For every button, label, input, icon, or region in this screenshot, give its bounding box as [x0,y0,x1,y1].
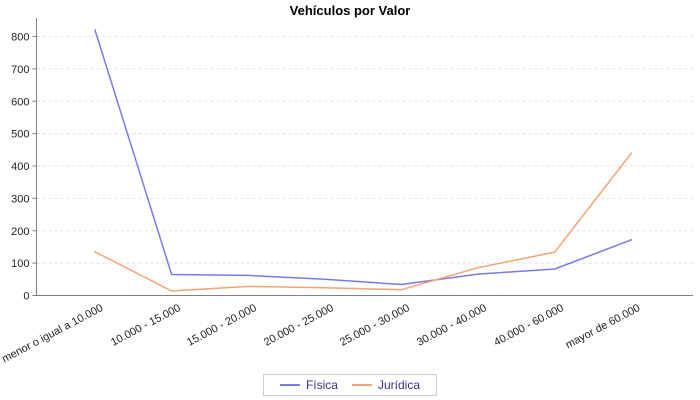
y-tick-label: 600 [11,96,29,108]
legend-swatch-juridica [351,384,372,386]
y-tick-label: 700 [11,64,29,76]
y-tick-label: 500 [11,129,29,141]
legend-swatch-fisica [279,384,300,386]
y-tick-label: 0 [23,291,29,303]
chart-title: Vehículos por Valor [289,3,411,18]
series-line-fisica [94,29,633,286]
series-line-juridica [94,152,633,292]
y-tick-label: 200 [11,226,29,238]
y-tick-label: 300 [11,193,29,205]
legend: Física Jurídica [262,374,438,396]
y-tick-label: 800 [11,32,29,44]
legend-item-juridica: Jurídica [351,378,421,392]
legend-label: Jurídica [377,378,421,392]
legend-label: Física [305,378,338,392]
legend-item-fisica: Física [279,378,338,392]
y-tick-label: 100 [11,258,29,270]
y-tick-label: 400 [11,161,29,173]
